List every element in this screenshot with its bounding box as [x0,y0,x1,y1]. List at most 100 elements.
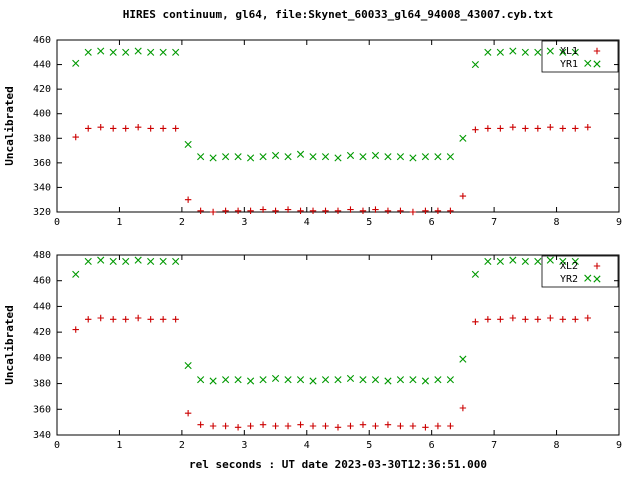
data-point-plus [122,316,129,323]
data-point-plus [172,316,179,323]
data-point-plus [359,207,367,214]
data-point-plus [434,422,442,430]
data-point-cross [84,257,92,266]
data-point-cross [309,153,317,161]
data-point-cross [509,256,517,264]
data-point-plus [547,314,554,322]
data-point-cross [334,376,342,384]
data-point-plus [347,422,354,430]
data-point-plus [397,207,404,214]
legend-box [541,255,619,288]
x-tick-label: 9 [616,217,622,228]
data-point-cross [72,270,80,278]
data-point-cross [409,376,417,384]
data-point-plus [209,422,217,430]
data-point-cross [346,374,355,383]
data-point-plus [272,422,279,430]
x-tick-label: 5 [366,440,372,451]
data-point-plus [522,316,529,323]
y-tick-label: 480 [33,250,51,261]
data-point-cross [359,153,367,161]
y-tick-label: 460 [33,35,51,46]
data-point-plus [584,314,591,322]
data-point-plus [85,125,92,132]
plot-top: 0 1 2 3 4 5 6 7 8 9 320 340 360 380 400 420 440 460 XL1 YR1 [33,35,622,228]
data-point-cross [147,48,155,56]
data-point-cross [246,377,255,385]
data-point-plus [322,422,329,430]
data-point-plus [459,192,467,200]
legend-label-YR1: YR1 [560,59,578,70]
legend-label-XL1: XL1 [560,46,578,57]
data-point-cross [409,154,417,162]
plots-group: 0 1 2 3 4 5 6 7 8 9320340360380400420440460XL1YR1… [33,35,622,451]
data-point-plus [247,422,254,430]
data-point-cross [271,374,280,383]
x-tick-label: 8 [554,440,560,451]
data-point-plus [134,124,142,131]
data-point-plus [72,133,79,141]
data-point-cross [446,376,454,384]
data-point-plus [472,318,479,326]
data-point-plus [322,207,329,214]
x-tick-label: 6 [429,440,435,451]
data-point-plus [497,316,504,323]
x-tick-label: 0 [54,440,60,451]
data-point-plus [247,207,254,214]
data-point-cross [459,355,467,363]
data-point-cross [434,376,442,384]
data-point-plus [147,316,154,323]
data-point-plus [222,422,229,430]
data-point-cross [296,376,305,384]
data-point-cross [259,376,267,384]
data-point-plus [384,207,392,214]
data-point-plus [72,326,79,333]
data-point-cross [321,376,330,384]
data-point-plus [147,125,154,132]
data-point-plus [384,421,392,428]
y-tick-label: 360 [33,404,51,415]
data-point-cross [446,153,454,161]
series-XL1 [72,124,591,216]
data-point-plus [234,207,242,214]
data-point-cross [496,257,504,266]
y-tick-label: 440 [33,60,51,71]
legend-marker-XL2 [593,262,601,270]
data-point-cross [484,48,492,56]
data-point-cross [334,154,342,162]
data-point-cross [197,376,205,384]
data-point-plus [259,421,267,428]
x-tick-label: 4 [304,440,310,451]
data-point-cross [546,47,554,55]
x-tick-label: 2 [179,440,185,451]
data-point-cross [234,376,242,384]
data-point-cross [384,377,392,385]
data-point-plus [347,206,354,213]
y-tick-label: 440 [33,301,51,312]
data-point-plus [284,206,292,213]
data-point-cross [271,151,280,160]
data-point-plus [209,208,217,216]
data-point-cross [234,153,242,161]
data-point-cross [534,48,542,56]
data-point-cross [534,257,542,266]
x-tick-label: 6 [429,217,435,228]
data-point-plus [234,424,242,431]
data-point-plus [197,421,204,428]
data-point-cross [496,48,504,56]
series-YR2 [72,256,592,385]
x-tick-label: 5 [366,217,372,228]
x-tick-label: 3 [241,440,247,451]
y-tick-label: 380 [33,133,51,144]
data-point-cross [396,376,405,384]
x-tick-label: 8 [554,217,560,228]
data-point-plus [197,207,204,214]
x-tick-label: 3 [241,217,247,228]
x-tick-label: 4 [304,217,310,228]
data-point-plus [422,207,429,214]
y-tick-label: 400 [33,109,51,120]
data-point-plus [534,125,542,132]
data-point-plus [372,422,379,430]
data-point-cross [209,154,217,162]
data-point-plus [97,314,104,322]
